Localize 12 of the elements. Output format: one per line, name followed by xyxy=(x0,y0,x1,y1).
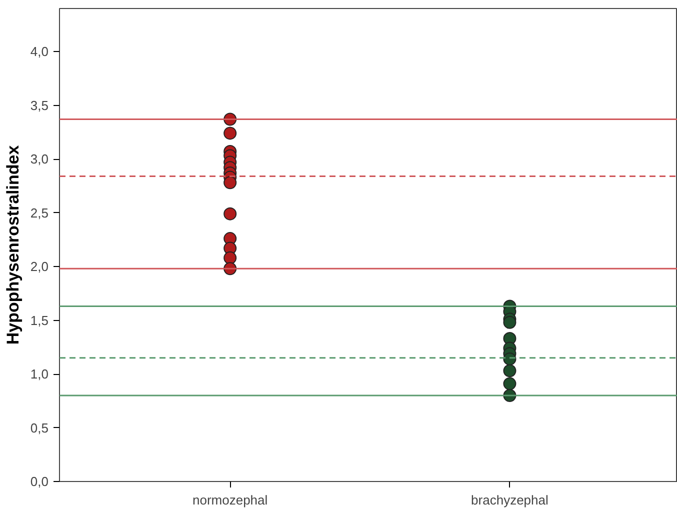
y-tick-label: 3,5 xyxy=(30,98,49,113)
y-tick-label: 3,0 xyxy=(30,152,49,166)
y-tick-label: 1,5 xyxy=(30,312,49,328)
y-tick-label: 4,0 xyxy=(30,44,49,59)
y-tick-label: 2,0 xyxy=(30,259,49,274)
y-tick-label: 2,5 xyxy=(30,205,49,220)
y-axis-title: Hypophysenrostralindex xyxy=(3,144,22,345)
y-tick-label: 0,0 xyxy=(30,474,49,489)
x-tick-label: normozephal xyxy=(192,492,268,508)
y-tick-label: 0,5 xyxy=(30,420,49,436)
y-tick-label: 1,0 xyxy=(30,366,49,382)
x-tick-label: brachyzephal xyxy=(471,492,548,508)
